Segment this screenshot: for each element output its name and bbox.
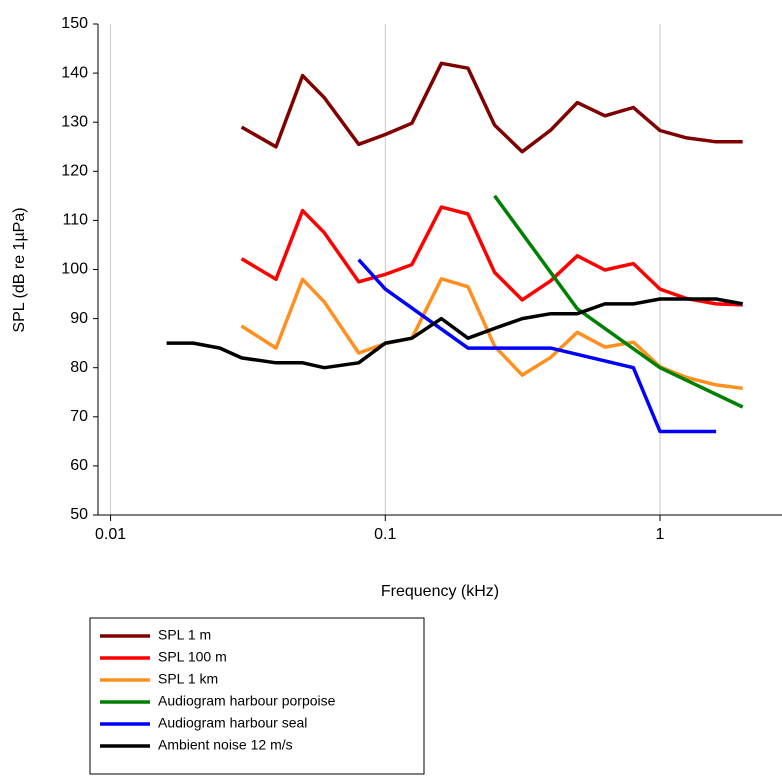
legend-label: Audiogram harbour porpoise (158, 693, 336, 709)
x-axis-label: Frequency (kHz) (381, 583, 499, 600)
y-tick-label: 90 (70, 310, 88, 327)
y-tick-label: 120 (61, 163, 88, 180)
legend-label: SPL 1 m (158, 627, 211, 643)
series-line (357, 258, 717, 434)
legend-label: Ambient noise 12 m/s (158, 737, 293, 753)
legend-box (89, 617, 425, 775)
y-tick-label: 50 (70, 506, 88, 523)
y-tick-label: 70 (70, 408, 88, 425)
legend-label: Audiogram harbour seal (158, 715, 307, 731)
legend: SPL 1 m SPL 100 m SPL 1 km Audiogram harbou… (89, 617, 425, 775)
x-tick-label: 1 (656, 526, 665, 543)
legend-label: SPL 1 km (158, 671, 218, 687)
y-tick-label: 100 (61, 261, 88, 278)
series-line (240, 205, 743, 307)
x-tick-label: 0.01 (95, 526, 126, 543)
y-tick-label: 60 (70, 457, 88, 474)
y-tick-label: 150 (61, 15, 88, 32)
y-tick-label: 140 (61, 64, 88, 81)
y-axis-label: SPL (dB re 1µPa) (11, 207, 28, 332)
series-line (166, 297, 744, 370)
y-tick-label: 80 (70, 359, 88, 376)
y-tick-label: 110 (62, 212, 88, 229)
legend-label: SPL 100 m (158, 649, 227, 665)
series-line (240, 61, 743, 154)
series-line (493, 194, 744, 409)
y-tick-label: 130 (61, 113, 88, 130)
x-tick-label: 0.1 (374, 526, 396, 543)
